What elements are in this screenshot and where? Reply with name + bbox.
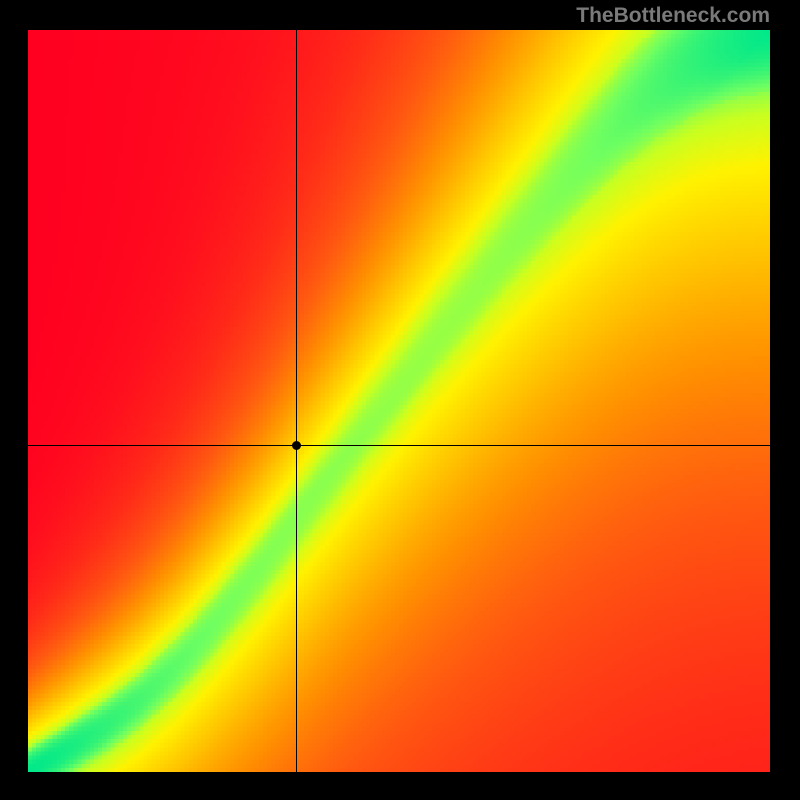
- watermark-text: TheBottleneck.com: [576, 4, 770, 28]
- chart-container: { "watermark": { "text": "TheBottleneck.…: [0, 0, 800, 800]
- crosshair-vertical: [296, 30, 297, 772]
- bottleneck-heatmap: [28, 30, 770, 772]
- crosshair-horizontal: [28, 445, 770, 446]
